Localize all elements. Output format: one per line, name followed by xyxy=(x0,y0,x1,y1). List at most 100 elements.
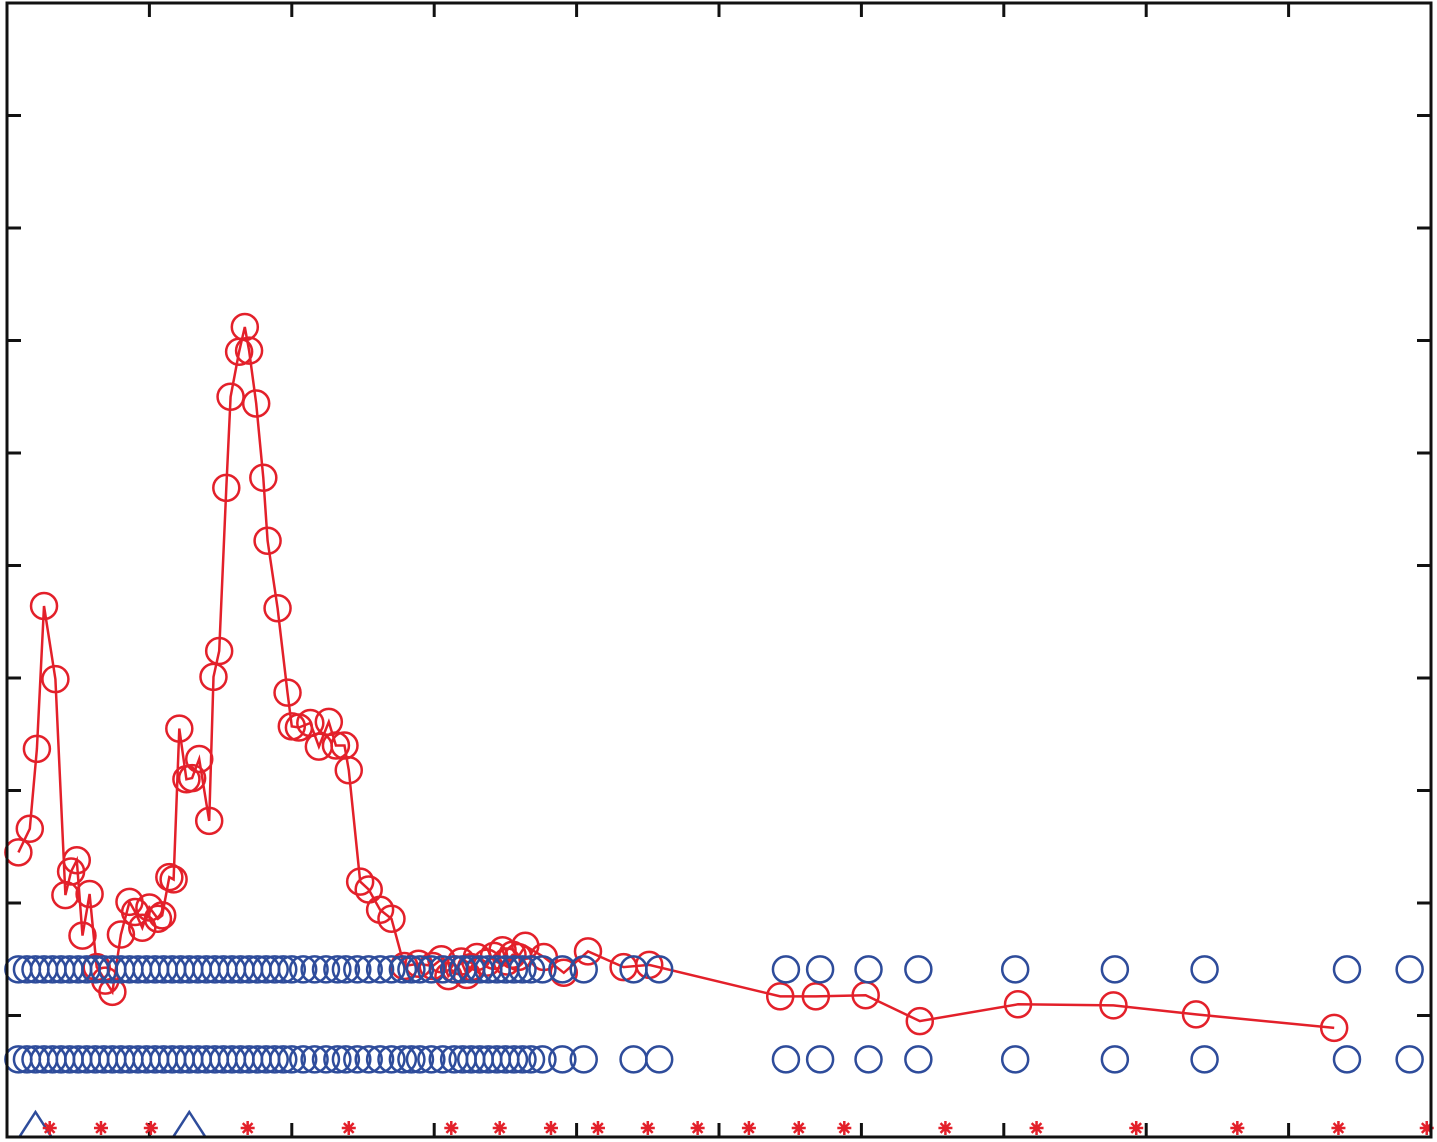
data-point xyxy=(1190,1045,1219,1074)
data-point xyxy=(331,1045,361,1074)
data-point xyxy=(1003,990,1033,1019)
data-point xyxy=(230,312,260,342)
data-point xyxy=(805,1045,835,1074)
data-point xyxy=(311,1045,341,1074)
series-layer xyxy=(4,312,1434,1139)
data-point xyxy=(354,955,383,984)
data-point xyxy=(397,955,426,984)
data-point xyxy=(321,731,351,760)
star-marker xyxy=(543,1121,558,1135)
plot-frame xyxy=(5,1,1433,1139)
data-point xyxy=(334,756,364,785)
data-point xyxy=(365,955,395,984)
data-point xyxy=(263,594,292,623)
data-point xyxy=(269,1045,298,1074)
star-marker xyxy=(837,1121,852,1135)
data-point xyxy=(417,955,446,984)
star-marker xyxy=(741,1121,756,1135)
data-point xyxy=(159,865,188,894)
data-point xyxy=(155,862,184,892)
star-marker xyxy=(1331,1121,1346,1135)
data-point xyxy=(147,901,177,930)
data-point xyxy=(644,955,674,984)
data-point xyxy=(311,955,341,984)
data-point xyxy=(801,982,831,1011)
data-point xyxy=(106,920,136,949)
data-point xyxy=(1000,955,1030,984)
data-point xyxy=(528,1045,557,1074)
data-point xyxy=(904,955,933,984)
data-point xyxy=(177,763,207,793)
star-marker xyxy=(590,1121,605,1135)
star-marker xyxy=(341,1121,356,1135)
star-marker xyxy=(93,1121,108,1135)
data-point xyxy=(253,526,282,555)
data-point xyxy=(548,955,577,984)
data-point xyxy=(405,1045,435,1074)
series-row-1 xyxy=(4,1045,1424,1074)
data-point xyxy=(29,591,59,621)
data-point xyxy=(41,664,70,694)
data-point xyxy=(528,955,557,984)
data-point xyxy=(388,1045,418,1074)
data-point xyxy=(573,937,603,966)
data-point xyxy=(619,1045,648,1074)
star-marker xyxy=(791,1121,806,1135)
data-point xyxy=(771,955,801,984)
data-point xyxy=(365,1045,395,1074)
data-point xyxy=(277,1045,307,1074)
data-point xyxy=(508,955,537,984)
data-point xyxy=(1000,1045,1030,1074)
data-point xyxy=(805,955,835,984)
data-point xyxy=(397,1045,426,1074)
data-point xyxy=(216,382,245,411)
data-point xyxy=(1332,955,1362,984)
data-point xyxy=(771,1045,801,1074)
series-row-2 xyxy=(4,955,1424,984)
data-point xyxy=(288,1045,318,1074)
data-point xyxy=(905,1006,935,1036)
data-point xyxy=(904,1045,933,1074)
data-point xyxy=(854,1045,883,1074)
data-point xyxy=(1395,955,1424,984)
data-point xyxy=(377,904,406,933)
data-point xyxy=(377,1045,406,1074)
data-point xyxy=(184,744,214,774)
star-marker xyxy=(1129,1121,1144,1135)
data-point xyxy=(331,955,361,984)
data-point xyxy=(234,336,264,365)
data-point xyxy=(354,1045,383,1074)
star-marker xyxy=(1029,1121,1044,1135)
data-point xyxy=(15,814,45,843)
data-point xyxy=(269,955,298,984)
data-point xyxy=(417,1045,446,1074)
data-point xyxy=(377,955,406,984)
data-point xyxy=(854,955,883,984)
data-point xyxy=(428,955,457,984)
data-point xyxy=(194,806,224,836)
data-point xyxy=(260,1045,289,1074)
series-stars xyxy=(42,1121,1434,1135)
data-point xyxy=(1395,1045,1424,1074)
data-point xyxy=(516,1045,546,1074)
star-marker xyxy=(143,1121,158,1135)
data-point xyxy=(765,982,795,1011)
data-point xyxy=(22,734,52,764)
data-point xyxy=(260,955,289,984)
data-point xyxy=(1100,955,1130,984)
star-marker xyxy=(1419,1121,1434,1135)
star-marker xyxy=(690,1121,705,1135)
axis-ticks xyxy=(5,3,1433,1137)
data-point xyxy=(499,955,529,984)
data-point xyxy=(300,955,329,984)
data-point xyxy=(68,921,97,950)
data-point xyxy=(75,879,104,909)
data-point xyxy=(388,955,418,984)
data-point xyxy=(323,1045,352,1074)
data-point xyxy=(569,955,598,984)
data-point xyxy=(300,1045,329,1074)
data-point xyxy=(165,714,194,743)
star-marker xyxy=(240,1121,255,1135)
data-point xyxy=(1181,1000,1211,1029)
